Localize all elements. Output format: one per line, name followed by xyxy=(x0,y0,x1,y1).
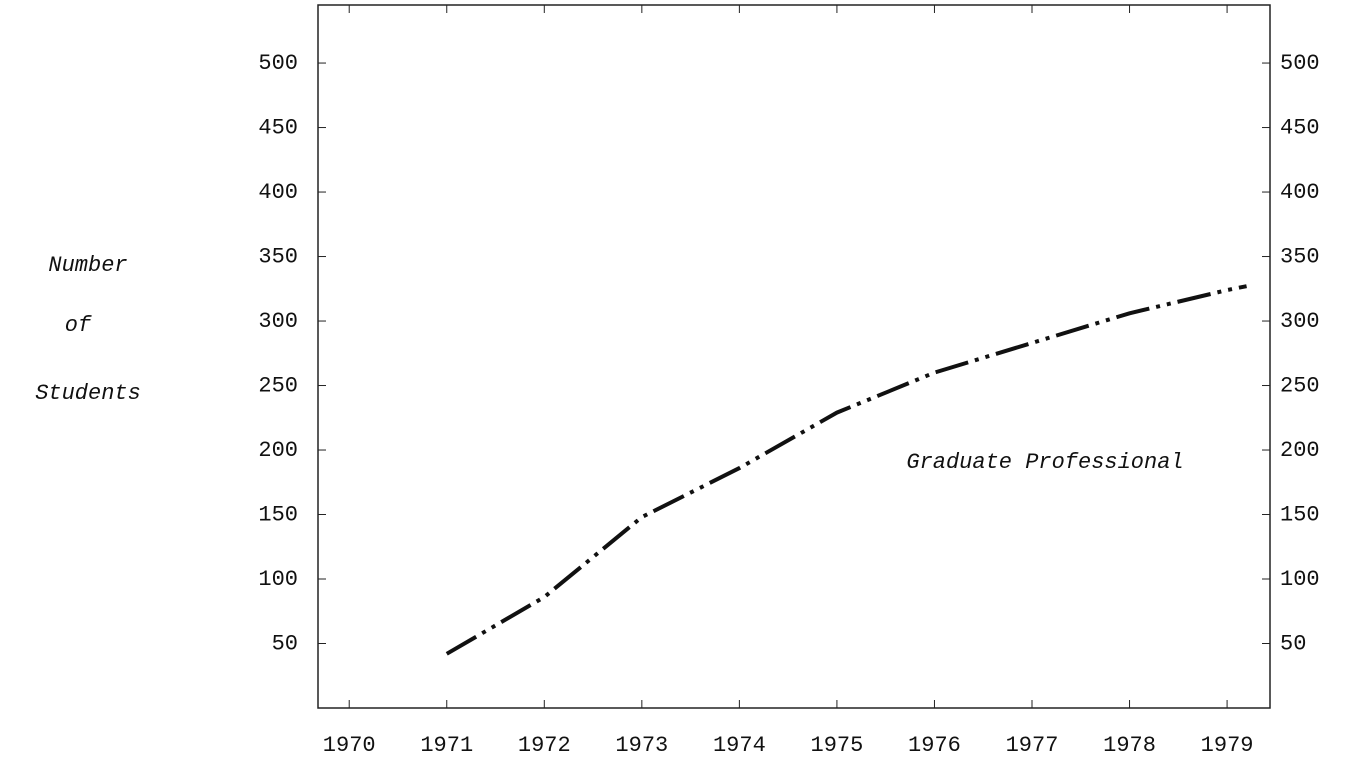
x-tick-label: 1971 xyxy=(420,733,473,758)
x-tick-label: 1970 xyxy=(323,733,376,758)
y2-tick-label: 200 xyxy=(1280,438,1320,463)
plot-frame xyxy=(317,4,1271,709)
y-axis-label: of xyxy=(65,313,92,338)
y-axis-label: Students xyxy=(35,381,141,406)
y2-tick-label: 350 xyxy=(1280,244,1320,269)
y-tick-label: 250 xyxy=(258,373,298,398)
y-tick-label: 500 xyxy=(258,51,298,76)
x-tick-label: 1972 xyxy=(518,733,571,758)
y2-tick-label: 450 xyxy=(1280,115,1320,140)
y-tick-label: 150 xyxy=(258,502,298,527)
y2-tick-label: 300 xyxy=(1280,309,1320,334)
y-axis-label: Number xyxy=(48,253,127,278)
y2-tick-label: 100 xyxy=(1280,567,1320,592)
y2-tick-label: 50 xyxy=(1280,631,1306,656)
y2-tick-label: 500 xyxy=(1280,51,1320,76)
y-tick-label: 450 xyxy=(258,115,298,140)
y2-tick-label: 150 xyxy=(1280,502,1320,527)
x-tick-label: 1973 xyxy=(615,733,668,758)
x-tick-label: 1979 xyxy=(1201,733,1254,758)
y-tick-label: 400 xyxy=(258,180,298,205)
y-tick-label: 350 xyxy=(258,244,298,269)
x-tick-label: 1975 xyxy=(811,733,864,758)
x-tick-label: 1978 xyxy=(1103,733,1156,758)
y-tick-label: 200 xyxy=(258,438,298,463)
y-tick-label: 100 xyxy=(258,567,298,592)
annotation: Graduate Professional xyxy=(906,450,1183,475)
y2-tick-label: 250 xyxy=(1280,373,1320,398)
y2-tick-label: 400 xyxy=(1280,180,1320,205)
x-tick-label: 1974 xyxy=(713,733,766,758)
y-tick-label: 300 xyxy=(258,309,298,334)
x-tick-label: 1977 xyxy=(1006,733,1059,758)
data-line xyxy=(445,284,1247,656)
y-tick-label: 50 xyxy=(272,631,298,656)
x-tick-label: 1976 xyxy=(908,733,961,758)
